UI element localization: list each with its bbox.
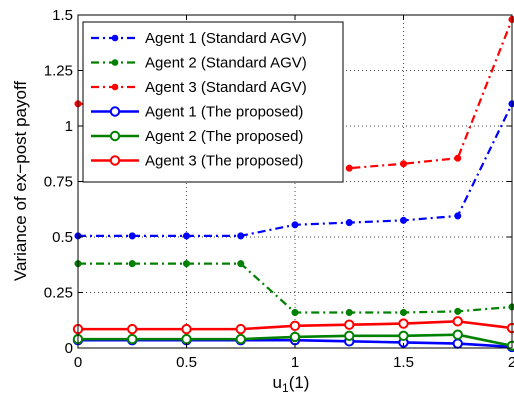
legend-item: Agent 2 (Standard AGV): [91, 55, 307, 72]
legend-box: [82, 21, 344, 183]
data-point: [344, 319, 355, 330]
y-tick-label: 0.5: [52, 229, 73, 246]
data-point: [508, 303, 514, 311]
data-point: [128, 232, 136, 240]
x-tick-label: 1: [291, 354, 299, 371]
legend-label: Agent 1 (The proposed): [145, 104, 303, 121]
legend-swatch-marker: [109, 130, 121, 142]
data-point: [127, 333, 138, 345]
data-point: [235, 333, 246, 345]
data-point: [345, 219, 353, 227]
x-tick-label: 0: [74, 354, 82, 371]
x-tick-label: 0.5: [176, 354, 197, 371]
data-point: [235, 323, 246, 335]
y-tick-label: 1.25: [44, 63, 73, 80]
legend: Agent 1 (Standard AGV) Agent 2 (Standard …: [82, 21, 344, 183]
y-axis-label: Variance of ex−post payoff: [11, 81, 30, 281]
data-point: [344, 330, 355, 341]
legend-item: Agent 1 (Standard AGV): [91, 30, 307, 47]
data-point: [289, 331, 301, 343]
data-point: [398, 318, 409, 329]
data-point: [237, 260, 245, 268]
y-tick-label: 0.25: [44, 285, 73, 302]
legend-item: Agent 1 (The proposed): [91, 104, 303, 121]
legend-swatch-marker: [109, 106, 121, 117]
data-point: [289, 320, 301, 331]
data-point: [291, 221, 299, 229]
data-point: [399, 160, 408, 168]
data-point: [506, 322, 514, 334]
x-axis-label-suffix: (1): [289, 373, 310, 392]
data-point: [399, 308, 408, 317]
data-point: [452, 329, 463, 340]
x-axis-label-main: u: [273, 373, 282, 392]
x-tick-label: 1.5: [393, 354, 414, 371]
legend-label: Agent 3 (Standard AGV): [145, 79, 307, 96]
data-point: [127, 323, 138, 335]
legend-swatch-marker: [111, 34, 119, 42]
data-point: [237, 232, 245, 240]
data-point: [506, 340, 514, 351]
data-point: [452, 338, 463, 349]
axis-ticks: 0 0.5 1 1.5 2 0 0.25 0.5 0.75 1 1.25 1.5: [44, 7, 514, 371]
legend-item: Agent 3 (The proposed): [91, 153, 303, 170]
y-tick-label: 0.75: [44, 174, 73, 191]
data-point: [182, 260, 191, 268]
legend-label: Agent 2 (The proposed): [145, 128, 303, 145]
data-point: [398, 330, 409, 341]
data-point: [508, 100, 514, 108]
legend-item: Agent 3 (Standard AGV): [91, 79, 307, 96]
data-point: [454, 307, 462, 315]
legend-label: Agent 1 (Standard AGV): [145, 30, 307, 47]
data-point: [291, 308, 299, 317]
series-1: [74, 100, 514, 240]
legend-swatch-marker: [111, 83, 119, 91]
data-point: [181, 333, 192, 345]
data-point: [345, 308, 353, 317]
y-tick-label: 1.5: [52, 7, 73, 24]
legend-swatch-marker: [109, 155, 121, 166]
legend-label: Agent 3 (The proposed): [145, 153, 303, 170]
x-tick-label: 2: [508, 354, 514, 371]
x-axis-label-subscript: 1: [282, 381, 289, 395]
y-tick-label: 0: [65, 340, 73, 357]
data-point: [399, 216, 408, 224]
data-point: [454, 212, 462, 220]
data-point: [454, 154, 462, 162]
data-point: [128, 260, 136, 268]
legend-item: Agent 2 (The proposed): [91, 128, 303, 145]
data-point: [452, 316, 463, 327]
y-tick-label: 1: [65, 118, 73, 135]
x-axis-label: u1(1): [273, 373, 310, 395]
legend-swatch-marker: [111, 59, 119, 66]
data-point: [345, 164, 353, 172]
data-point: [181, 323, 192, 335]
data-point: [182, 232, 191, 240]
data-point: [508, 15, 514, 23]
legend-label: Agent 2 (Standard AGV): [145, 55, 307, 72]
